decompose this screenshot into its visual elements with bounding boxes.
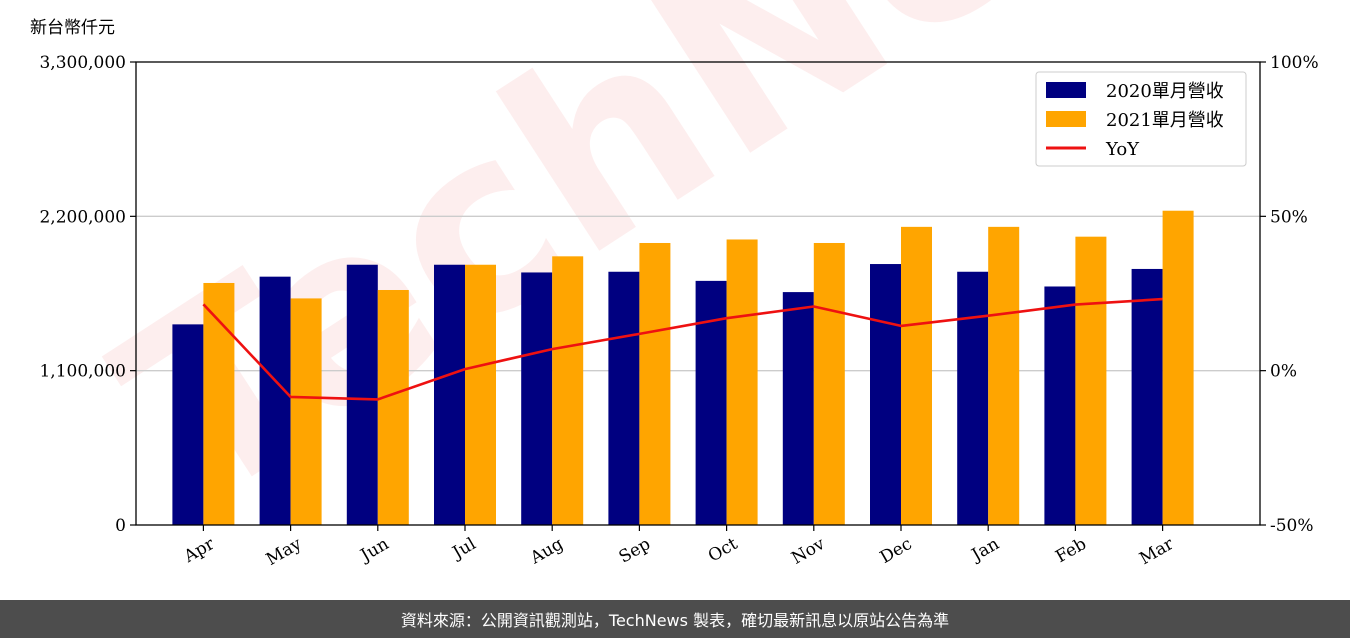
x-tick-label: Jan: [967, 534, 1003, 566]
bar-2021: [726, 239, 758, 525]
y-left-tick-label: 3,300,000: [39, 53, 126, 73]
x-tick-label: Apr: [180, 534, 219, 568]
legend: 2020單月營收 2021單月營收 YoY: [1035, 71, 1247, 167]
y-right-tick-label: -50%: [1270, 516, 1314, 536]
legend-label-yoy: YoY: [1105, 139, 1140, 160]
legend-label-2021: 2021單月營收: [1106, 110, 1224, 131]
x-tick-label: Dec: [877, 534, 916, 568]
bar-2020: [172, 324, 204, 525]
y-right-tick-label: 100%: [1270, 53, 1319, 73]
bar-2021: [203, 282, 235, 525]
bar-2020: [957, 271, 989, 525]
x-tick-label: Feb: [1052, 534, 1090, 567]
legend-swatch-2021: [1046, 111, 1086, 127]
y-right-tick-label: 50%: [1270, 207, 1308, 227]
bar-2020: [695, 280, 727, 525]
yoy-line-group: [202, 297, 1163, 401]
legend-swatch-2020: [1046, 82, 1086, 98]
bar-2021: [290, 298, 322, 525]
y-left-tick-label: 1,100,000: [39, 362, 126, 382]
y-left-tick-label: 0: [115, 516, 126, 536]
x-tick-label: Mar: [1136, 534, 1178, 570]
bar-2020: [1044, 286, 1076, 525]
bar-2020: [782, 292, 814, 525]
x-tick-label: Sep: [616, 534, 654, 568]
bar-2021: [988, 226, 1020, 525]
bar-2020: [259, 276, 291, 525]
footer-text: 資料來源：公開資訊觀測站，TechNews 製表，確切最新訊息以原站公告為準: [400, 611, 950, 630]
unit-label: 新台幣仟元: [30, 18, 115, 38]
legend-label-2020: 2020單月營收: [1106, 81, 1224, 102]
bar-2021: [1075, 236, 1107, 525]
bar-2020: [1131, 268, 1163, 525]
bar-2021: [639, 242, 671, 525]
x-tick-label: Aug: [526, 534, 567, 569]
bar-2020: [346, 264, 378, 525]
bar-2020: [608, 271, 640, 525]
bar-2020: [521, 272, 553, 525]
footer: 資料來源：公開資訊觀測站，TechNews 製表，確切最新訊息以原站公告為準: [0, 600, 1350, 638]
legend-box: [1035, 71, 1247, 167]
bar-2021: [552, 256, 584, 525]
chart: 新台幣仟元 TechNews 01,100,0002,200,0003,300,…: [30, 0, 1350, 570]
bar-2021: [465, 264, 496, 525]
x-tick-label: Oct: [705, 534, 741, 567]
bar-2021: [377, 289, 409, 525]
y-left-tick-label: 2,200,000: [39, 207, 126, 227]
x-tick-label: May: [263, 534, 306, 570]
bars: [172, 210, 1194, 526]
bar-2021: [901, 226, 932, 525]
bar-2020: [870, 264, 901, 525]
bar-2021: [813, 242, 845, 525]
x-tick-label: Nov: [788, 534, 828, 569]
x-tick-label: Jul: [448, 534, 480, 564]
bar-2020: [434, 264, 465, 525]
y-right-tick-label: 0%: [1270, 362, 1297, 382]
yoy-line: [202, 297, 1163, 401]
bar-2021: [1162, 210, 1194, 526]
plot-frame: [135, 61, 1261, 526]
x-tick-label: Jun: [356, 534, 393, 567]
